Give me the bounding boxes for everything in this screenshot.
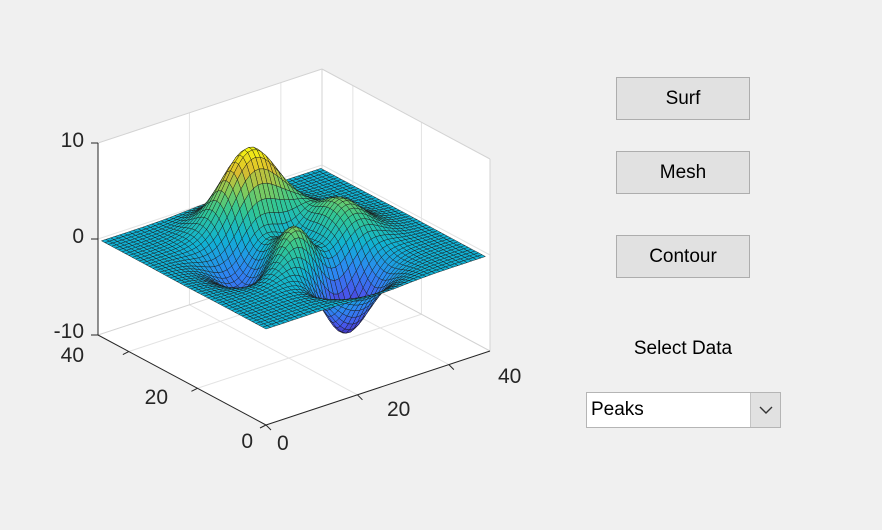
contour-button[interactable]: Contour [616,235,750,278]
plot-panel: 10 0 -10 40 20 0 0 20 40 [0,0,560,530]
data-dropdown[interactable]: Peaks [586,392,781,428]
y-tick-label: 0 [241,430,253,453]
dropdown-value: Peaks [591,399,644,420]
axis-lines [91,142,491,431]
surface-mesh [101,146,486,334]
mesh-button[interactable]: Mesh [616,151,750,194]
select-data-label: Select Data [633,338,733,359]
z-tick-label: 10 [61,129,84,152]
x-tick-label: 20 [387,398,410,421]
z-tick-label: -10 [54,320,84,343]
y-tick-label: 20 [145,386,168,409]
z-tick-label: 0 [72,225,84,248]
chevron-down-icon[interactable] [750,393,780,427]
x-tick-label: 0 [277,432,289,455]
y-tick-label: 40 [61,344,84,367]
surface-plot[interactable]: 10 0 -10 40 20 0 0 20 40 [0,0,560,530]
surf-button[interactable]: Surf [616,77,750,120]
x-tick-label: 40 [498,365,521,388]
